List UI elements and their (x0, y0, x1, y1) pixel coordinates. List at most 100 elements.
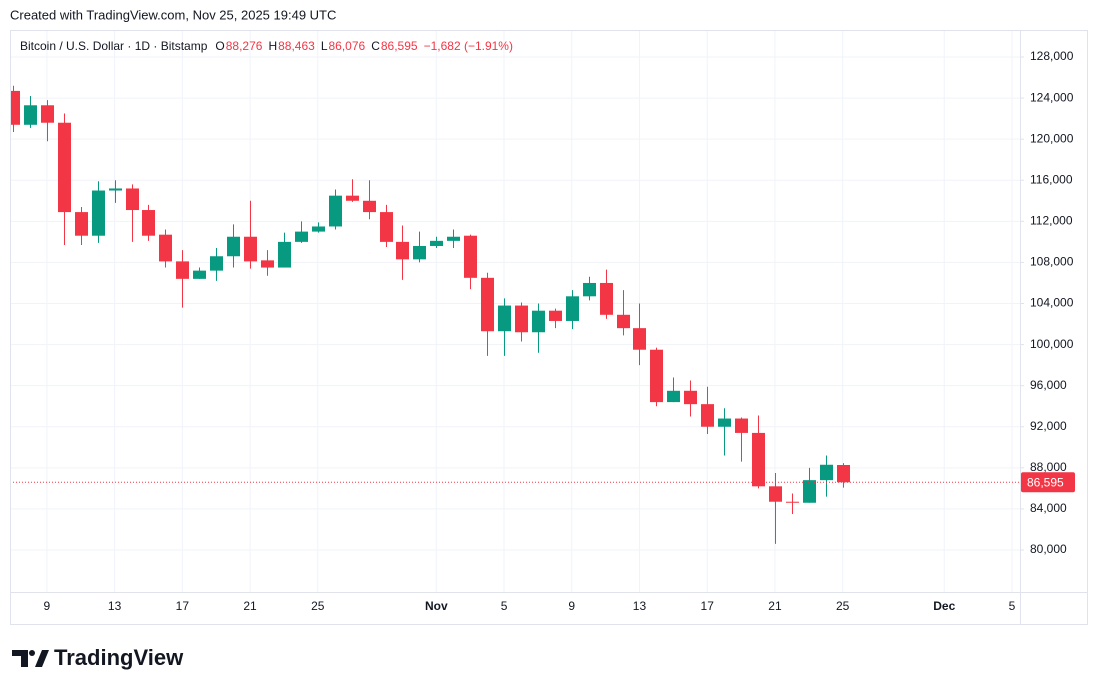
legend-key: H (268, 39, 277, 53)
candles (11, 85, 1020, 544)
candle-body (278, 241, 291, 268)
x-tick-label: Nov (425, 599, 448, 613)
x-tick-label: 5 (501, 599, 508, 613)
x-tick-label: 17 (176, 599, 190, 613)
x-tick-label: 5 (1009, 599, 1016, 613)
x-tick-label: 13 (108, 599, 122, 613)
logo-icon (35, 650, 49, 667)
x-tick-label: 9 (44, 599, 51, 613)
candle-body (617, 314, 630, 329)
x-tick-label: Dec (933, 599, 955, 613)
candle-body (633, 328, 646, 350)
logo-icon (29, 650, 35, 656)
candle-body (837, 464, 850, 483)
chart-frame (10, 30, 1088, 625)
candle-body (752, 432, 765, 487)
legend-value: 88,276 (226, 39, 263, 53)
y-tick-label: 112,000 (1030, 214, 1073, 228)
x-tick-label: 21 (243, 599, 257, 613)
candle-body (109, 188, 122, 191)
last-price-label: 86,595 (1027, 475, 1064, 489)
chart-title: Bitcoin / U.S. Dollar · 1D · Bitstamp (20, 39, 208, 53)
y-tick-label: 84,000 (1030, 501, 1067, 515)
x-tick-label: 25 (311, 599, 325, 613)
legend-key: O (215, 39, 224, 53)
last-price-box (1021, 472, 1075, 493)
y-tick-label: 116,000 (1030, 172, 1073, 186)
candle-body (41, 105, 54, 123)
candle-body (261, 260, 274, 268)
x-tick-label: 21 (768, 599, 782, 613)
candle-body (718, 418, 731, 427)
legend-value: 86,076 (329, 39, 366, 53)
logo-icon (12, 650, 28, 667)
candle-body (566, 296, 579, 321)
candle-body (820, 464, 833, 481)
x-tick-label: 17 (701, 599, 715, 613)
candle-body (684, 390, 697, 405)
candle-body (701, 404, 714, 427)
axes: 80,000 84,000 88,000 92,000 96,000 100,000 104… (44, 49, 1075, 613)
candle-body (413, 245, 426, 260)
candle-body (176, 261, 189, 279)
candle-body (464, 235, 477, 278)
candle-body (295, 231, 308, 242)
y-tick-label: 104,000 (1030, 296, 1074, 310)
candle-body (735, 418, 748, 433)
legend-value: 86,595 (381, 39, 418, 53)
candle-body (515, 305, 528, 333)
candle-body (244, 236, 257, 262)
y-tick-label: 88,000 (1030, 460, 1067, 474)
candle-body (210, 256, 223, 271)
candle-body (126, 188, 139, 211)
candle-body (329, 195, 342, 227)
candle-body (227, 236, 240, 257)
y-tick-label: 128,000 (1030, 49, 1074, 63)
candle-body (583, 282, 596, 297)
candle-body (24, 105, 37, 125)
candle-body (11, 90, 20, 125)
candle-body (786, 501, 799, 503)
candle-body (532, 310, 545, 333)
y-tick-label: 120,000 (1030, 131, 1074, 145)
candle-body (650, 349, 663, 403)
candle-body (363, 200, 376, 213)
y-tick-label: 124,000 (1030, 90, 1074, 104)
y-tick-label: 100,000 (1030, 337, 1074, 351)
candle-body (498, 305, 511, 332)
candle-body (58, 122, 71, 213)
candle-body (430, 240, 443, 246)
candle-body (600, 282, 613, 315)
candle-body (803, 480, 816, 503)
legend-value: 88,463 (278, 39, 315, 53)
candle-body (92, 190, 105, 236)
candle-body (769, 486, 782, 502)
candle-body (159, 234, 172, 262)
legend-key: L (321, 39, 328, 53)
y-tick-label: 92,000 (1030, 419, 1067, 433)
candle-body (312, 226, 325, 232)
grid (11, 31, 1020, 592)
x-tick-label: 25 (836, 599, 850, 613)
candle-body (346, 195, 359, 201)
brand: TradingView (54, 645, 184, 670)
candle-body (142, 210, 155, 236)
candle-body (447, 236, 460, 241)
y-tick-label: 96,000 (1030, 378, 1067, 392)
legend-change: −1,682 (−1.91%) (424, 39, 513, 53)
caption: Created with TradingView.com, Nov 25, 20… (10, 7, 336, 22)
y-tick-label: 80,000 (1030, 542, 1067, 556)
x-tick-label: 9 (568, 599, 575, 613)
legend-key: C (371, 39, 380, 53)
x-tick-label: 13 (633, 599, 647, 613)
candle-body (549, 310, 562, 321)
candle-body (667, 390, 680, 403)
candle-body (380, 212, 393, 242)
logo: TradingView (12, 645, 184, 670)
candle-body (481, 277, 494, 332)
candle-body (396, 241, 409, 260)
candle-body (193, 270, 206, 279)
y-tick-label: 108,000 (1030, 255, 1074, 269)
